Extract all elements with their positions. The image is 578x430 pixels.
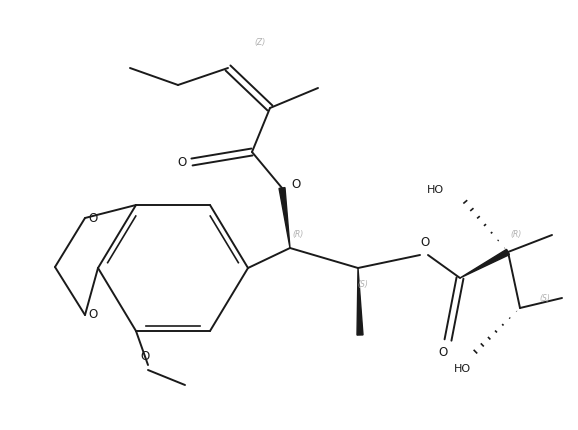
Text: (S): (S)	[539, 294, 550, 302]
Text: O: O	[88, 212, 98, 224]
Polygon shape	[357, 268, 363, 335]
Text: O: O	[420, 237, 429, 249]
Text: HO: HO	[453, 364, 470, 374]
Text: (R): (R)	[292, 230, 303, 239]
Text: (S): (S)	[358, 280, 368, 289]
Text: (Z): (Z)	[254, 37, 266, 46]
Text: (R): (R)	[510, 230, 521, 239]
Text: O: O	[140, 350, 150, 363]
Text: O: O	[177, 156, 187, 169]
Text: O: O	[291, 178, 301, 191]
Polygon shape	[460, 249, 509, 278]
Text: O: O	[88, 308, 98, 322]
Text: HO: HO	[427, 185, 444, 195]
Polygon shape	[279, 187, 290, 248]
Text: O: O	[438, 345, 447, 359]
